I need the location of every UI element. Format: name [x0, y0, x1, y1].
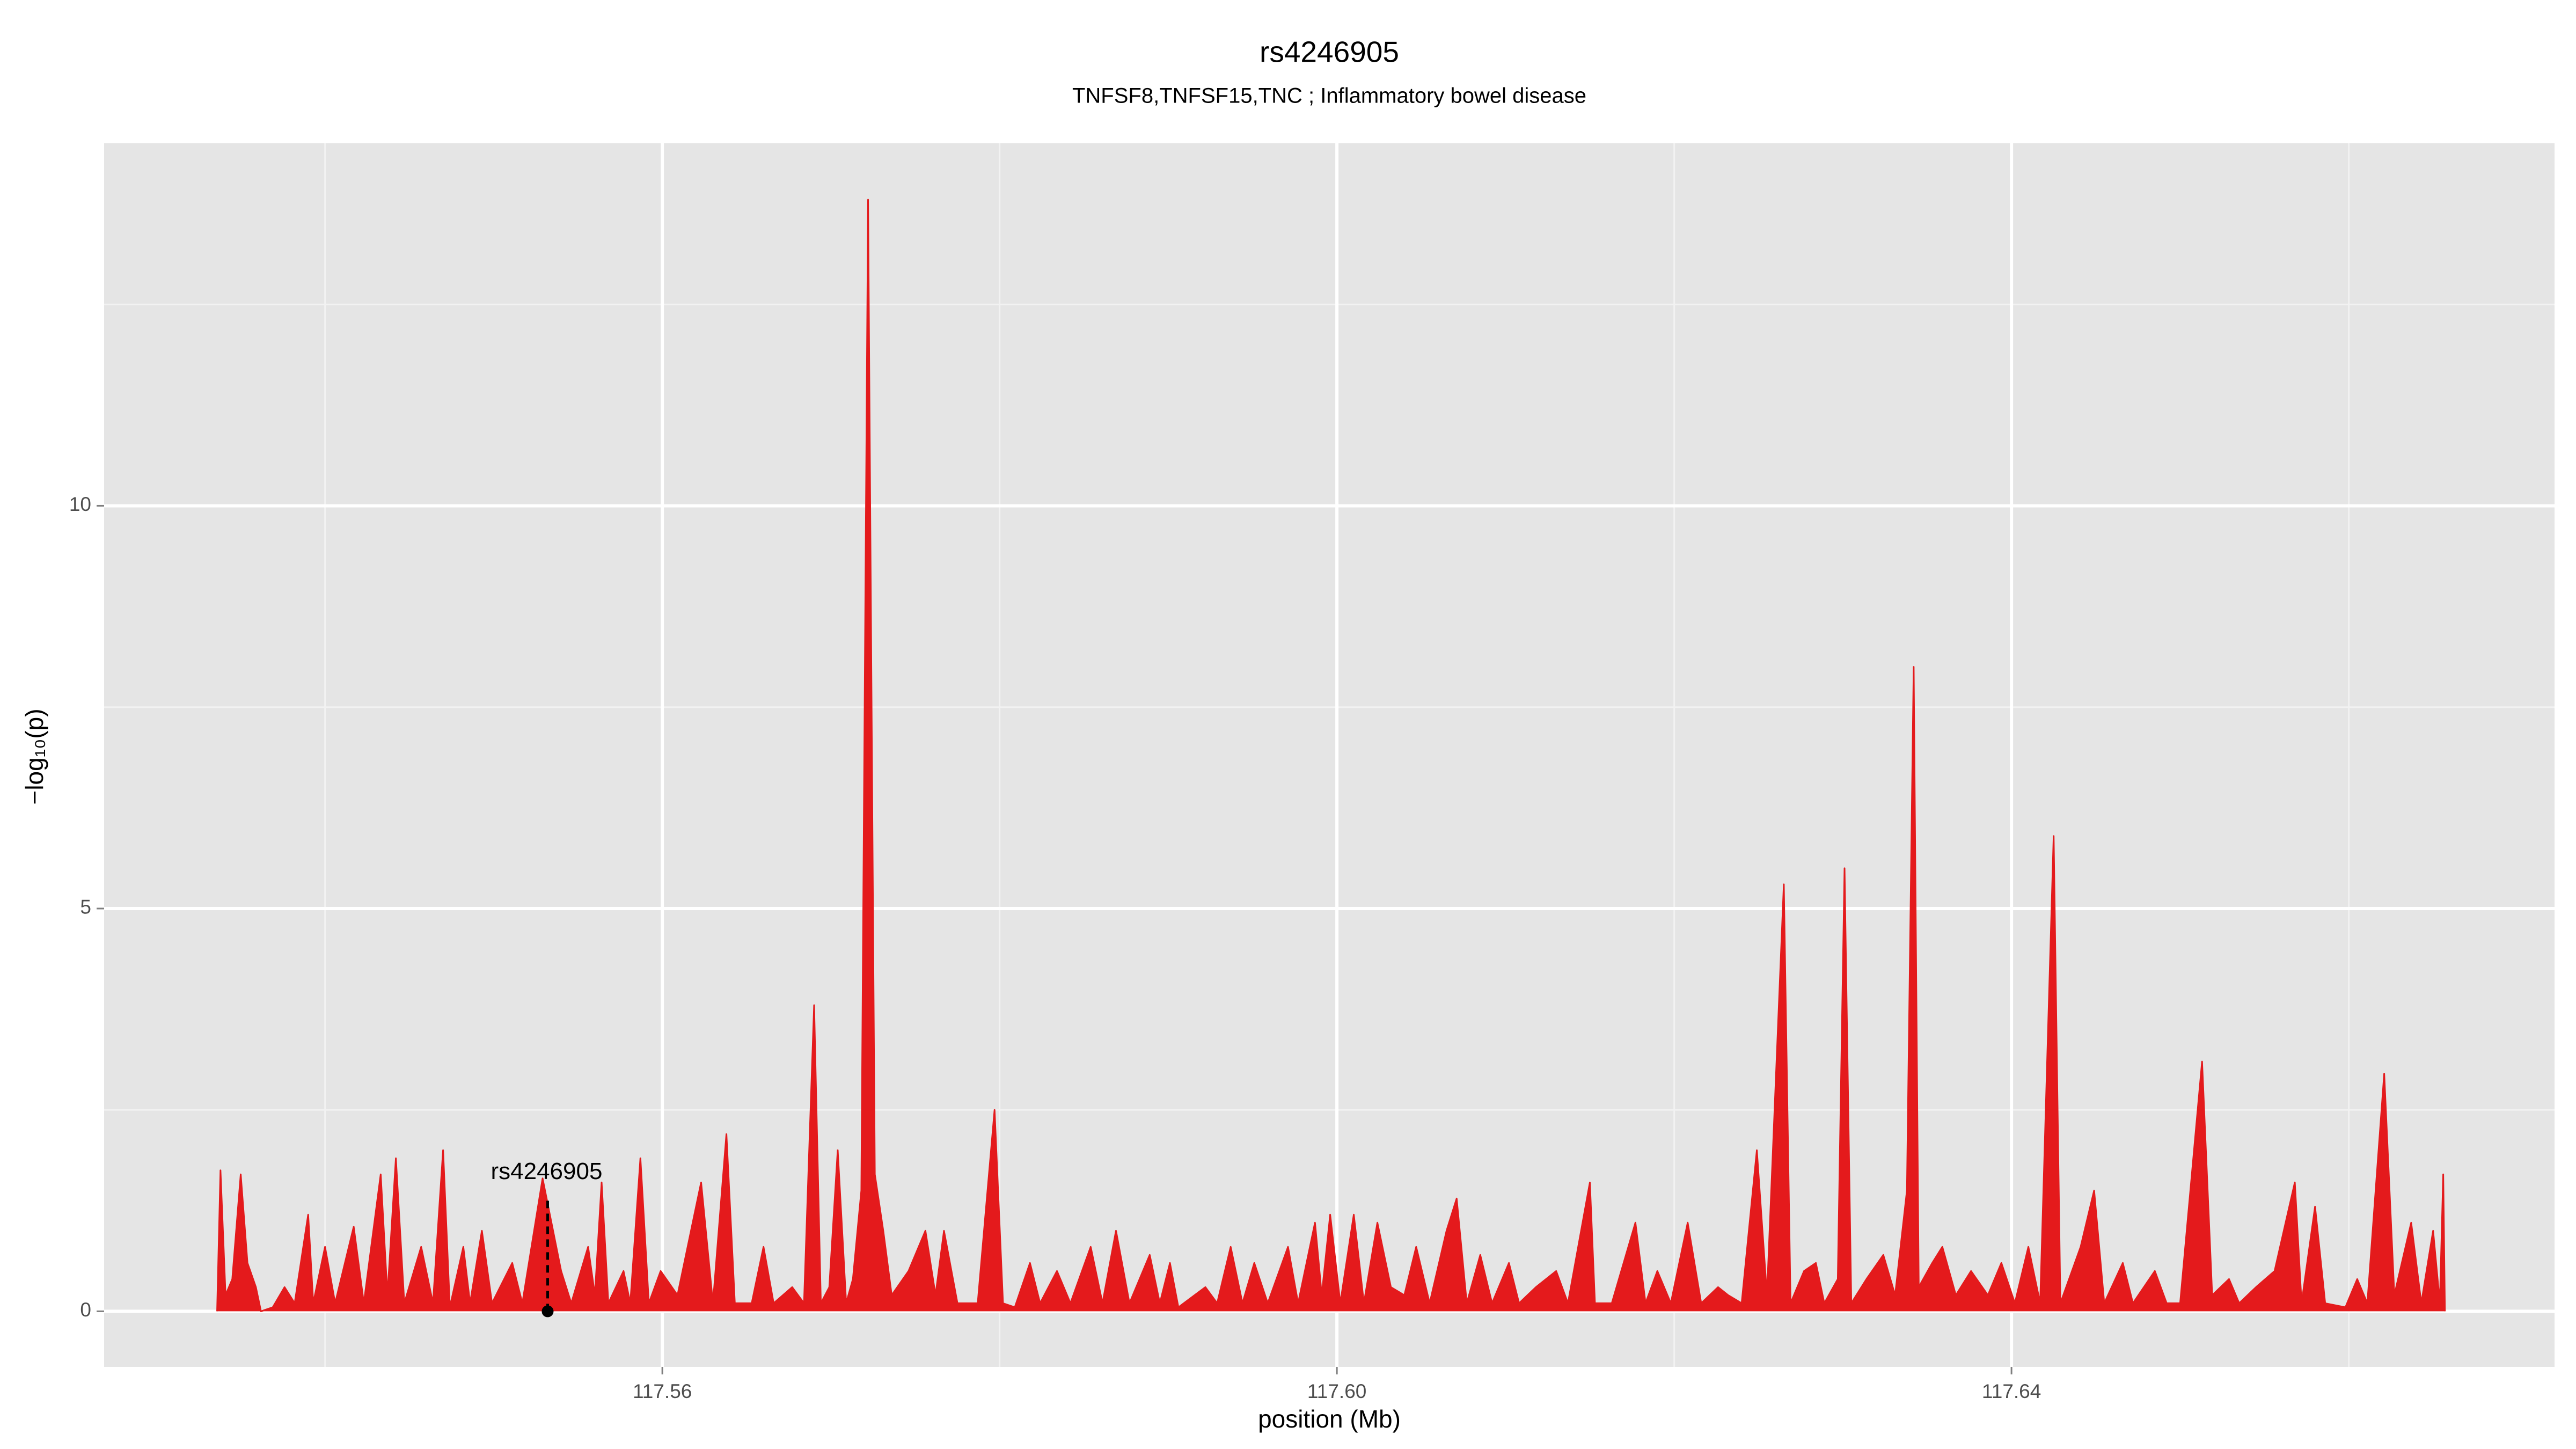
annotation-point [541, 1305, 554, 1318]
x-tick-label: 117.60 [1307, 1380, 1366, 1402]
plot-panel [104, 143, 2555, 1367]
x-tick-label: 117.56 [633, 1380, 692, 1402]
x-tick-label: 117.64 [1982, 1380, 2041, 1402]
marks: rs4246905 [216, 199, 2446, 1318]
y-tick-label: 5 [80, 896, 91, 918]
y-tick-label: 10 [69, 493, 91, 515]
area-outline [216, 199, 2446, 1312]
chart-title: rs4246905 [1260, 35, 1399, 69]
annotation-label: rs4246905 [491, 1158, 602, 1184]
chart-subtitle: TNFSF8,TNFSF15,TNC ; Inflammatory bowel … [1072, 84, 1586, 108]
y-axis-label: −log₁₀(p) [20, 708, 48, 804]
ticks: 117.56 117.60 117.64 0 5 10 [69, 493, 2041, 1402]
y-tick-label: 0 [80, 1299, 91, 1321]
x-axis-label: position (Mb) [1258, 1405, 1401, 1433]
